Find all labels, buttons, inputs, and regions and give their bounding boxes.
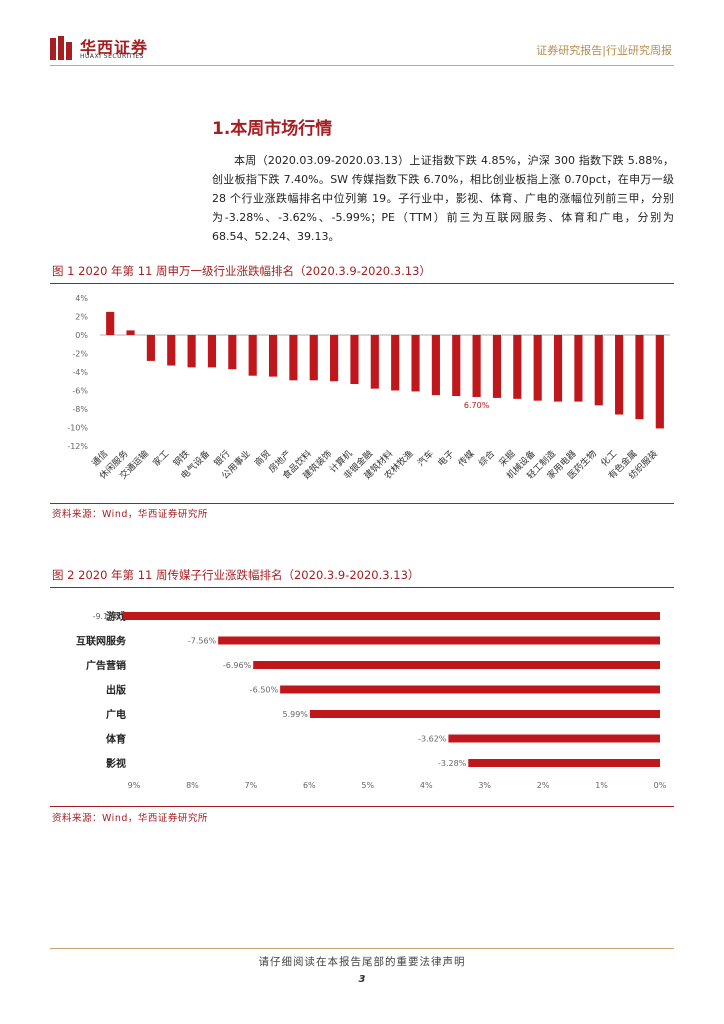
bar [146,335,155,361]
data-label: -3.62% [418,735,447,744]
y-tick-label: -8% [72,405,88,414]
x-tick-label: 传媒 [456,448,477,469]
bar [468,759,660,767]
bar [122,612,660,620]
bar [553,335,563,402]
bar [309,335,318,381]
data-label: -3.28% [438,759,467,768]
y-tick-label: 0% [75,331,88,340]
bar [370,335,379,389]
report-type: 证券研究报告|行业研究周报 [536,44,672,57]
bar [207,335,217,368]
x-tick-label: 1% [595,781,608,790]
x-tick-label: 9% [128,781,141,790]
figure2-top-rule [50,587,674,588]
bar [253,661,660,669]
header-divider [50,65,674,66]
figure1-top-rule [50,283,674,284]
y-tick-label: -10% [67,424,88,433]
figure2-title: 图 2 2020 年第 11 周传媒子行业涨跌幅排名（2020.3.9-2020… [52,568,420,582]
category-label: 游戏 [106,610,126,623]
x-tick-label: 6% [303,781,316,790]
bar [452,335,461,397]
bar [635,335,644,420]
bar [268,335,278,377]
y-tick-label: -12% [67,442,88,451]
bar [248,335,257,376]
bar [167,335,176,366]
category-label: 广告营销 [86,659,126,672]
y-tick-label: -2% [72,350,88,359]
bar [280,685,660,694]
bar [594,335,603,406]
category-label: 影视 [106,757,126,770]
logo-en-text: HUAXI SECURITIES [80,53,144,60]
figure1-bottom-rule [50,503,674,504]
figure1-source: 资料来源：Wind，华西证券研究所 [52,509,208,520]
y-tick-label: 4% [75,294,88,303]
section-title: 1.本周市场行情 [212,119,333,139]
footer-divider [50,948,674,949]
bar [492,335,502,398]
huaxi-logo-icon [50,36,72,60]
bar [126,330,135,335]
category-label: 互联网服务 [76,635,127,648]
page-number: 3 [358,974,366,985]
x-tick-label: 3% [478,781,491,790]
x-tick-label: 综合 [476,448,497,469]
figure2-chart: 游戏-9.19% 互联网服务 -7.56% 广告营销 -6.96% 出版 -6.50% 广电 5… [76,610,667,790]
x-tick-label: 4% [420,781,433,790]
x-tick-label: 8% [186,781,199,790]
data-label: -6.50% [250,686,279,695]
category-label: 体育 [106,733,126,746]
bar [411,335,420,392]
data-label: -9.19% [93,612,122,621]
x-tick-label: 0% [654,781,667,790]
summary-paragraph: 本周（2020.03.09-2020.03.13）上证指数下跌 4.85%，沪深… [212,154,674,243]
bar [615,335,624,415]
x-tick-label: 7% [245,781,258,790]
bar [533,335,542,401]
x-tick-label: 家工 [150,448,171,469]
x-tick-label: 5% [361,781,374,790]
bar [106,311,115,335]
logo-cn-text: 华西证券 [80,38,149,57]
legal-disclaimer: 请仔细阅读在本报告尾部的重要法律声明 [258,956,466,968]
data-label: 6.70% [464,401,490,410]
y-tick-label: -4% [72,368,88,377]
y-tick-label: 2% [75,313,88,322]
data-label: 5.99% [282,710,308,719]
data-label: -6.96% [223,661,252,670]
x-tick-label: 电子 [435,448,456,469]
y-tick-label: -6% [72,387,88,396]
bar [218,636,660,645]
x-tick-label: 汽车 [415,448,436,469]
bar [330,335,339,382]
bar [309,710,660,718]
bar [513,335,522,399]
bar [228,335,237,370]
bar [655,335,664,429]
category-label: 出版 [106,684,126,697]
figure2-source: 资料来源：Wind，华西证券研究所 [52,813,208,824]
bar [448,734,660,743]
x-tick-label: 2% [537,781,550,790]
bar [574,335,583,402]
figure2-bottom-rule [50,806,674,807]
bar [350,335,359,385]
figure1-title: 图 1 2020 年第 11 周申万一级行业涨跌幅排名（2020.3.9-202… [52,264,431,278]
category-label: 广电 [106,708,126,721]
data-label: -7.56% [188,637,217,646]
bar [391,335,400,391]
bar [289,335,298,381]
bar [187,335,196,368]
bar [472,335,481,397]
bar [431,335,440,396]
